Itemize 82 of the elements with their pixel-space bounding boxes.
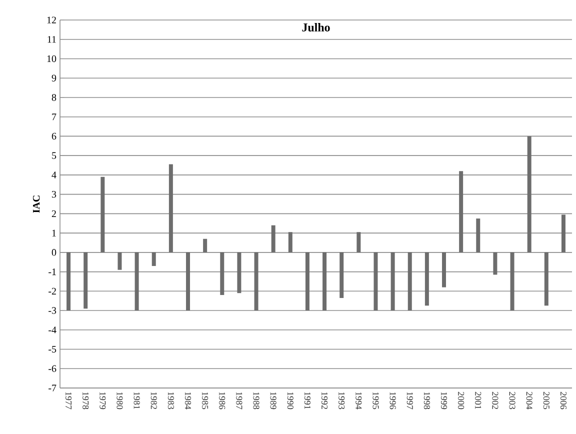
bar bbox=[220, 252, 224, 296]
bar bbox=[374, 252, 378, 311]
y-tick-label: -6 bbox=[48, 365, 56, 372]
x-tick-label: 1980 bbox=[116, 392, 123, 410]
x-tick-label: 1986 bbox=[219, 392, 226, 410]
bar bbox=[442, 252, 446, 288]
x-tick-label: 1985 bbox=[202, 392, 208, 410]
bar bbox=[152, 252, 156, 266]
bar bbox=[322, 252, 327, 311]
y-tick-label: 3 bbox=[52, 190, 56, 198]
x-tick-label: 2005 bbox=[543, 392, 550, 410]
bar bbox=[561, 214, 566, 252]
x-tick-label: 1992 bbox=[322, 392, 328, 409]
x-tick-label: 1989 bbox=[270, 392, 276, 410]
x-tick-label: 1990 bbox=[287, 392, 294, 410]
x-tick-label: 1983 bbox=[168, 392, 174, 410]
bar bbox=[544, 252, 548, 306]
bar bbox=[134, 252, 139, 311]
bar bbox=[424, 252, 429, 306]
bar bbox=[186, 252, 190, 311]
x-tick-label: 2001 bbox=[475, 392, 482, 409]
x-tick-label: 1997 bbox=[406, 392, 413, 410]
y-tick-label: 4 bbox=[52, 172, 56, 178]
x-tick-label: 1977 bbox=[66, 392, 72, 410]
x-tick-label: 1981 bbox=[134, 392, 140, 409]
x-tick-label: 1993 bbox=[338, 392, 345, 410]
y-tick-label: 6 bbox=[52, 132, 56, 140]
bar bbox=[237, 252, 242, 294]
bar bbox=[84, 252, 88, 309]
x-tick-label: 2006 bbox=[560, 392, 567, 410]
y-tick-label: 12 bbox=[47, 16, 56, 24]
x-tick-label: 1999 bbox=[440, 392, 448, 410]
y-tick-label: 11 bbox=[48, 36, 56, 43]
bar bbox=[493, 252, 498, 275]
bar bbox=[408, 252, 412, 311]
y-tick-label: -1 bbox=[48, 268, 56, 276]
y-tick-label: 9 bbox=[52, 74, 56, 82]
bar bbox=[288, 232, 292, 252]
x-tick-label: 1982 bbox=[150, 392, 157, 409]
bar bbox=[305, 252, 310, 311]
x-tick-label: 1996 bbox=[390, 392, 396, 410]
x-tick-label: 1994 bbox=[356, 392, 362, 410]
y-tick-label: 8 bbox=[52, 94, 56, 101]
bar bbox=[271, 225, 276, 252]
x-tick-label: 1979 bbox=[100, 392, 106, 410]
bar bbox=[168, 164, 173, 252]
bar bbox=[510, 252, 514, 311]
y-axis-title: IAC bbox=[32, 196, 40, 213]
x-tick-label: 2003 bbox=[509, 392, 516, 410]
y-tick-label: 5 bbox=[52, 152, 56, 159]
bar bbox=[118, 252, 122, 270]
bar bbox=[356, 232, 361, 252]
bar bbox=[66, 252, 71, 311]
bar bbox=[100, 176, 105, 252]
y-tick-label: 2 bbox=[52, 210, 56, 217]
x-tick-label: 2004 bbox=[526, 392, 532, 410]
x-tick-label: 1987 bbox=[236, 392, 242, 410]
y-tick-label: 7 bbox=[52, 114, 56, 120]
y-tick-label: -3 bbox=[48, 307, 56, 314]
y-tick-label: -5 bbox=[48, 346, 56, 353]
x-tick-label: 1991 bbox=[304, 392, 310, 409]
x-tick-label: 1998 bbox=[424, 392, 430, 410]
x-tick-label: 1978 bbox=[82, 392, 89, 410]
y-tick-label: 1 bbox=[52, 230, 56, 236]
bar bbox=[527, 136, 532, 252]
bar bbox=[459, 171, 464, 252]
y-tick-label: 0 bbox=[52, 249, 56, 256]
x-tick-label: 1984 bbox=[184, 392, 192, 410]
bar bbox=[254, 252, 258, 311]
x-tick-label: 1988 bbox=[253, 392, 260, 410]
y-tick-label: -4 bbox=[48, 326, 56, 334]
y-tick-label: -2 bbox=[48, 288, 56, 294]
bar bbox=[390, 252, 395, 311]
x-tick-label: 2000 bbox=[458, 392, 464, 410]
bar bbox=[476, 218, 480, 252]
bar bbox=[203, 238, 208, 252]
chart-title: Julho bbox=[302, 23, 330, 32]
y-tick-label: -7 bbox=[48, 384, 56, 392]
bar bbox=[340, 252, 344, 298]
x-tick-label: 1995 bbox=[372, 392, 379, 410]
x-tick-label: 2002 bbox=[492, 392, 498, 409]
y-tick-label: 10 bbox=[47, 55, 56, 62]
